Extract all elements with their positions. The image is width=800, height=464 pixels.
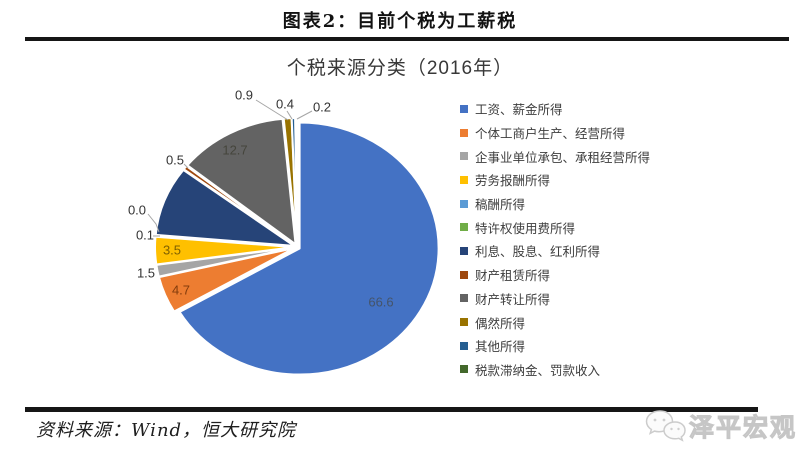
legend-swatch-icon xyxy=(460,365,468,374)
legend-item-7: 财产租赁所得 xyxy=(460,263,650,287)
legend-label: 财产转让所得 xyxy=(475,292,551,307)
pie-slice-0 xyxy=(178,121,440,376)
pie-slice-11 xyxy=(294,117,298,245)
legend-swatch-icon xyxy=(460,152,468,161)
wechat-logo-icon xyxy=(645,410,686,442)
legend-label: 税款滞纳金、罚款收入 xyxy=(475,363,601,378)
legend-label: 企事业单位承包、承租经营所得 xyxy=(475,150,651,165)
legend-item-11: 税款滞纳金、罚款收入 xyxy=(460,358,650,382)
legend-swatch-icon xyxy=(460,104,468,113)
legend-item-6: 利息、股息、红利所得 xyxy=(460,239,650,263)
legend-item-3: 劳务报酬所得 xyxy=(460,168,650,192)
legend-swatch-icon xyxy=(460,246,468,255)
label-leader-9 xyxy=(255,99,289,121)
legend-swatch-icon xyxy=(460,270,468,279)
legend-item-9: 偶然所得 xyxy=(460,310,650,334)
legend-swatch-icon xyxy=(460,294,468,303)
legend-label: 其他所得 xyxy=(475,340,526,355)
legend-label: 稿酬所得 xyxy=(475,198,526,213)
data-label-3: 3.5 xyxy=(163,242,181,257)
legend-label: 劳务报酬所得 xyxy=(475,174,551,189)
label-leader-10 xyxy=(286,110,293,120)
legend-swatch-icon xyxy=(460,175,468,184)
legend-item-1: 个体工商户生产、经营所得 xyxy=(460,121,650,145)
legend-label: 特许权使用费所得 xyxy=(475,221,576,236)
legend-item-10: 其他所得 xyxy=(460,334,650,358)
brand-name: 泽平宏观 xyxy=(688,413,798,443)
data-label-10: 0.4 xyxy=(276,96,294,111)
legend-label: 偶然所得 xyxy=(475,316,526,331)
legend-swatch-icon xyxy=(460,318,468,327)
data-label-1: 4.7 xyxy=(172,282,190,297)
source-note: 资料来源：Wind，恒大研究院 xyxy=(36,420,297,441)
label-leader-7 xyxy=(183,163,189,169)
legend-swatch-icon xyxy=(460,341,468,350)
legend-label: 工资、薪金所得 xyxy=(475,103,563,118)
legend-swatch-icon xyxy=(460,199,468,208)
figure-title: 图表2：目前个税为工薪税 xyxy=(282,11,518,32)
legend-item-5: 特许权使用费所得 xyxy=(460,215,650,239)
legend-item-0: 工资、薪金所得 xyxy=(460,97,650,121)
pie-slice-8 xyxy=(186,117,297,246)
data-label-5: 0.0 xyxy=(128,202,146,217)
label-leader-5 xyxy=(147,213,160,233)
legend-item-4: 稿酬所得 xyxy=(460,192,650,216)
bottom-divider xyxy=(25,407,758,412)
chart-title: 个税来源分类（2016年） xyxy=(286,58,514,79)
data-label-9: 0.9 xyxy=(235,87,253,102)
data-label-0: 66.6 xyxy=(368,294,393,309)
data-label-4: 0.1 xyxy=(136,227,154,242)
label-leader-11 xyxy=(296,110,313,120)
top-divider xyxy=(25,37,789,41)
data-label-2: 1.5 xyxy=(137,265,155,280)
legend-label: 利息、股息、红利所得 xyxy=(475,245,601,260)
legend: 工资、薪金所得个体工商户生产、经营所得企事业单位承包、承租经营所得 劳务报酬所得稿… xyxy=(460,97,650,381)
legend-item-2: 企事业单位承包、承租经营所得 xyxy=(460,144,650,168)
data-label-11: 0.2 xyxy=(313,99,331,114)
brand: 泽平宏观 xyxy=(643,408,797,444)
legend-swatch-icon xyxy=(460,128,468,137)
legend-item-8: 财产转让所得 xyxy=(460,287,650,311)
legend-label: 财产租赁所得 xyxy=(475,269,551,284)
data-label-8: 12.7 xyxy=(222,142,247,157)
legend-label: 个体工商户生产、经营所得 xyxy=(475,127,626,142)
legend-swatch-icon xyxy=(460,223,468,232)
data-label-7: 0.5 xyxy=(166,152,184,167)
